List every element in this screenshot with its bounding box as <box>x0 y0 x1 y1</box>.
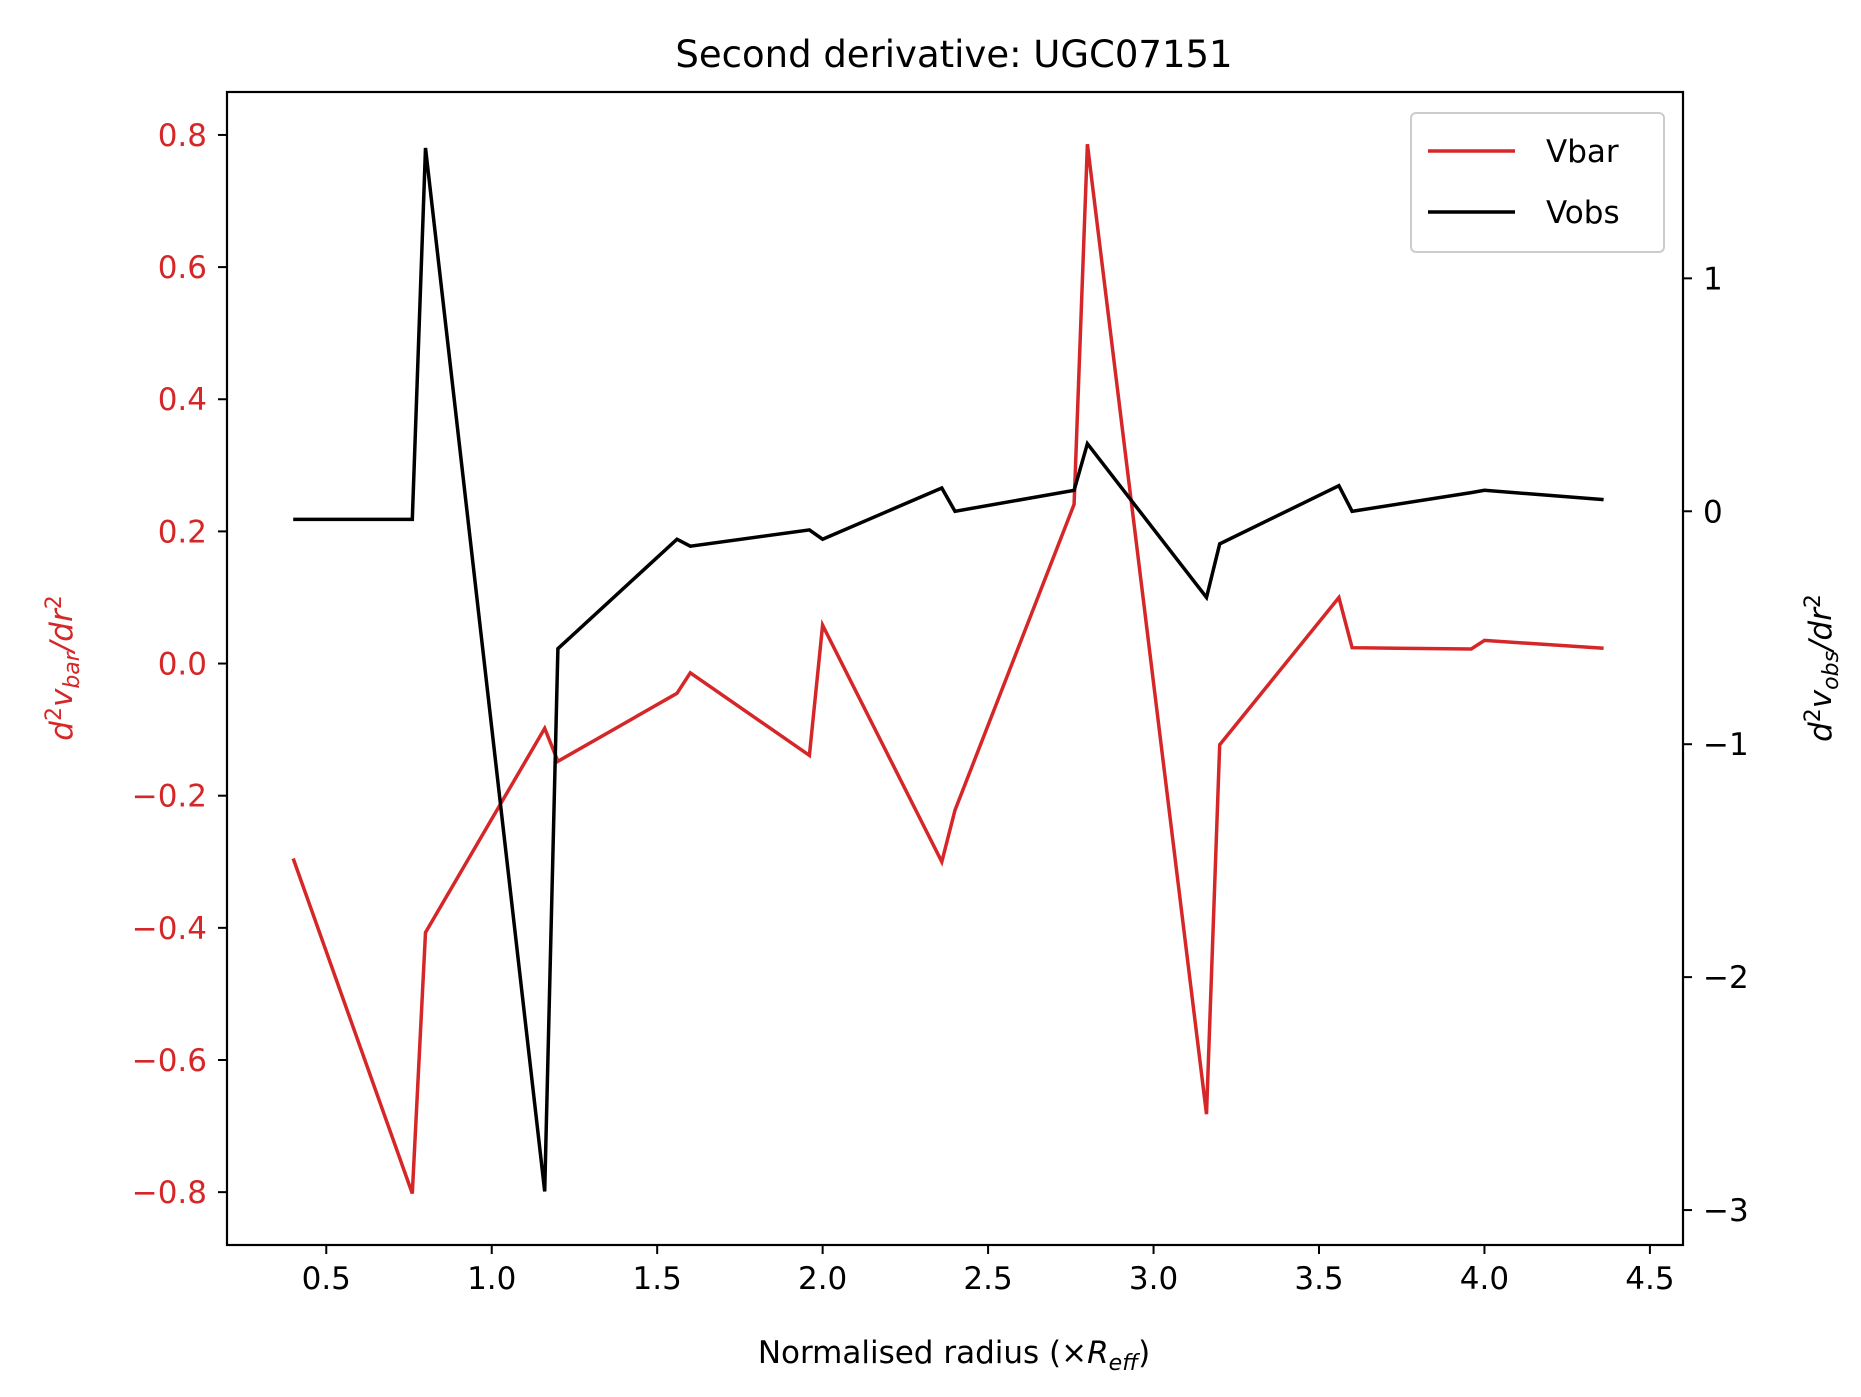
y-left-tick-label: 0.2 <box>158 514 207 550</box>
legend-label-vobs: Vobs <box>1546 195 1620 231</box>
y-left-tick-label: −0.8 <box>132 1175 207 1211</box>
y-axis-right: 1 0 −1 −2 −3 <box>1683 261 1749 1229</box>
series-line-vobs <box>293 147 1604 1192</box>
y-axis-right-label: d2vobs/dr2 <box>1801 594 1844 742</box>
y-axis-left: 0.8 0.6 0.4 0.2 0.0 −0.2 −0.4 −0.6 −0.8 <box>132 118 227 1211</box>
x-axis: 0.5 1.0 1.5 2.0 2.5 3.0 3.5 4.0 4.5 <box>302 1245 1675 1297</box>
series-line-vbar <box>291 143 1604 1195</box>
legend-label-vbar: Vbar <box>1546 134 1619 170</box>
y-right-tick-label: −1 <box>1703 727 1749 763</box>
y-right-tick-label: −3 <box>1703 1193 1749 1229</box>
y-left-tick-label: −0.2 <box>132 779 207 815</box>
y-left-tick-label: 0.0 <box>158 647 207 683</box>
y-left-tick-label: 0.8 <box>158 118 207 154</box>
legend: Vbar Vobs <box>1410 112 1665 253</box>
y-right-tick-label: −2 <box>1703 960 1749 996</box>
x-tick-label: 2.5 <box>963 1261 1012 1297</box>
y-left-tick-label: 0.6 <box>158 250 207 286</box>
x-tick-label: 1.0 <box>467 1261 516 1297</box>
x-tick-label: 4.5 <box>1625 1261 1674 1297</box>
x-tick-label: 3.5 <box>1294 1261 1343 1297</box>
y-left-tick-label: −0.6 <box>132 1043 207 1079</box>
x-tick-label: 3.0 <box>1129 1261 1178 1297</box>
chart-title: Second derivative: UGC07151 <box>675 33 1232 76</box>
y-axis-left-label: d2vbar/dr2 <box>42 595 85 740</box>
plot-frame <box>225 90 1685 1247</box>
x-tick-label: 4.0 <box>1460 1261 1509 1297</box>
x-tick-label: 1.5 <box>633 1261 682 1297</box>
x-axis-label: Normalised radius (×Reff) <box>758 1335 1150 1376</box>
x-tick-label: 0.5 <box>302 1261 351 1297</box>
x-tick-label: 2.0 <box>798 1261 847 1297</box>
y-left-tick-label: −0.4 <box>132 911 207 947</box>
plot-lines <box>291 143 1604 1195</box>
legend-box <box>1410 112 1665 253</box>
y-left-tick-label: 0.4 <box>158 382 207 418</box>
y-right-tick-label: 0 <box>1703 494 1723 530</box>
y-right-tick-label: 1 <box>1703 261 1723 297</box>
